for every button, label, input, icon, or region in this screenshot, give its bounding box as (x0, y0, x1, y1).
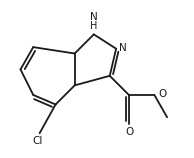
Text: N: N (90, 12, 98, 22)
Text: O: O (158, 89, 166, 99)
Text: Cl: Cl (33, 137, 43, 146)
Text: N: N (120, 43, 127, 53)
Text: H: H (90, 21, 98, 31)
Text: O: O (126, 127, 134, 137)
